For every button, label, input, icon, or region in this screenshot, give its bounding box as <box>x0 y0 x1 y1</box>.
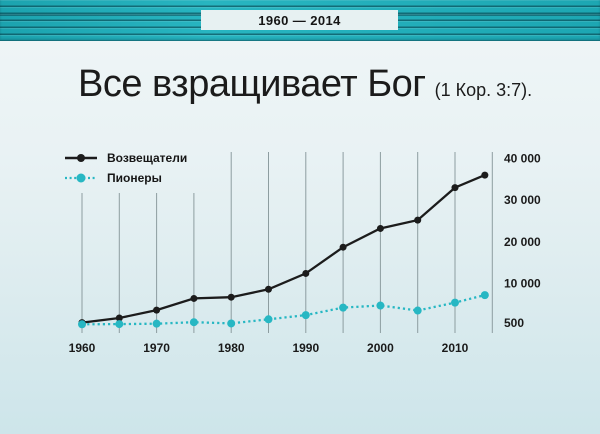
pioneers-point-1965 <box>115 320 124 329</box>
publishers-point-2010 <box>451 184 459 192</box>
publishers-point-2005 <box>414 216 422 224</box>
pioneers-point-1985 <box>264 315 273 324</box>
legend-item-pioneers: Пионеры <box>64 169 187 187</box>
publishers-point-1965 <box>115 314 123 322</box>
pioneers-line <box>81 293 486 326</box>
legend-item-publishers: Возвещатели <box>64 149 187 167</box>
pioneers-point-2000 <box>376 301 385 310</box>
y-tick-label-500: 500 <box>504 316 524 330</box>
pioneers-point-1960 <box>78 320 86 329</box>
pioneers-point-2005 <box>413 306 422 315</box>
scripture-reference: (1 Кор. 3:7). <box>434 80 533 100</box>
publishers-line <box>81 174 486 324</box>
pioneers-point-1980 <box>227 319 236 328</box>
publishers-line-marker-icon <box>65 154 97 162</box>
pioneers-point-1970 <box>152 319 161 328</box>
publishers-point-1975 <box>190 294 198 302</box>
x-tick-label-2000: 2000 <box>367 341 394 355</box>
slide-title: Все взращивает Бог (1 Кор. 3:7). <box>78 63 532 106</box>
date-range-label: 1960 — 2014 <box>258 12 341 28</box>
publishers-point-1970 <box>153 306 161 314</box>
chart-legend: Возвещатели Пионеры <box>64 149 187 189</box>
x-tick-label-2010: 2010 <box>442 341 469 355</box>
publishers-point-1980 <box>227 293 235 301</box>
pioneers-dotted-marker-icon <box>65 173 97 183</box>
pioneers-point-1990 <box>301 311 310 320</box>
x-tick-label-1960: 1960 <box>69 341 96 355</box>
y-tick-label-20000: 20 000 <box>504 235 541 249</box>
publishers-point-2014 <box>481 171 489 179</box>
wood-plank-banner: 1960 — 2014 <box>0 0 600 41</box>
pioneers-point-1975 <box>189 318 198 327</box>
pioneers-point-2010 <box>451 298 459 307</box>
date-range-box: 1960 — 2014 <box>201 10 398 30</box>
title-text: Все взращивает Бог <box>78 63 426 105</box>
legend-label-pioneers: Пионеры <box>107 171 162 185</box>
publishers-point-1990 <box>302 269 310 277</box>
publishers-point-1985 <box>265 285 272 293</box>
publishers-point-1995 <box>339 243 347 251</box>
publishers-point-2000 <box>376 224 384 232</box>
y-tick-label-30000: 30 000 <box>504 193 541 207</box>
y-tick-label-10000: 10 000 <box>504 277 541 291</box>
y-tick-label-40000: 40 000 <box>504 152 541 166</box>
pioneers-point-2014 <box>480 291 489 300</box>
legend-label-publishers: Возвещатели <box>107 151 188 165</box>
x-tick-label-1970: 1970 <box>143 341 170 355</box>
pioneers-point-1995 <box>339 303 348 312</box>
x-tick-label-1980: 1980 <box>218 341 245 355</box>
x-tick-label-1990: 1990 <box>292 341 319 355</box>
